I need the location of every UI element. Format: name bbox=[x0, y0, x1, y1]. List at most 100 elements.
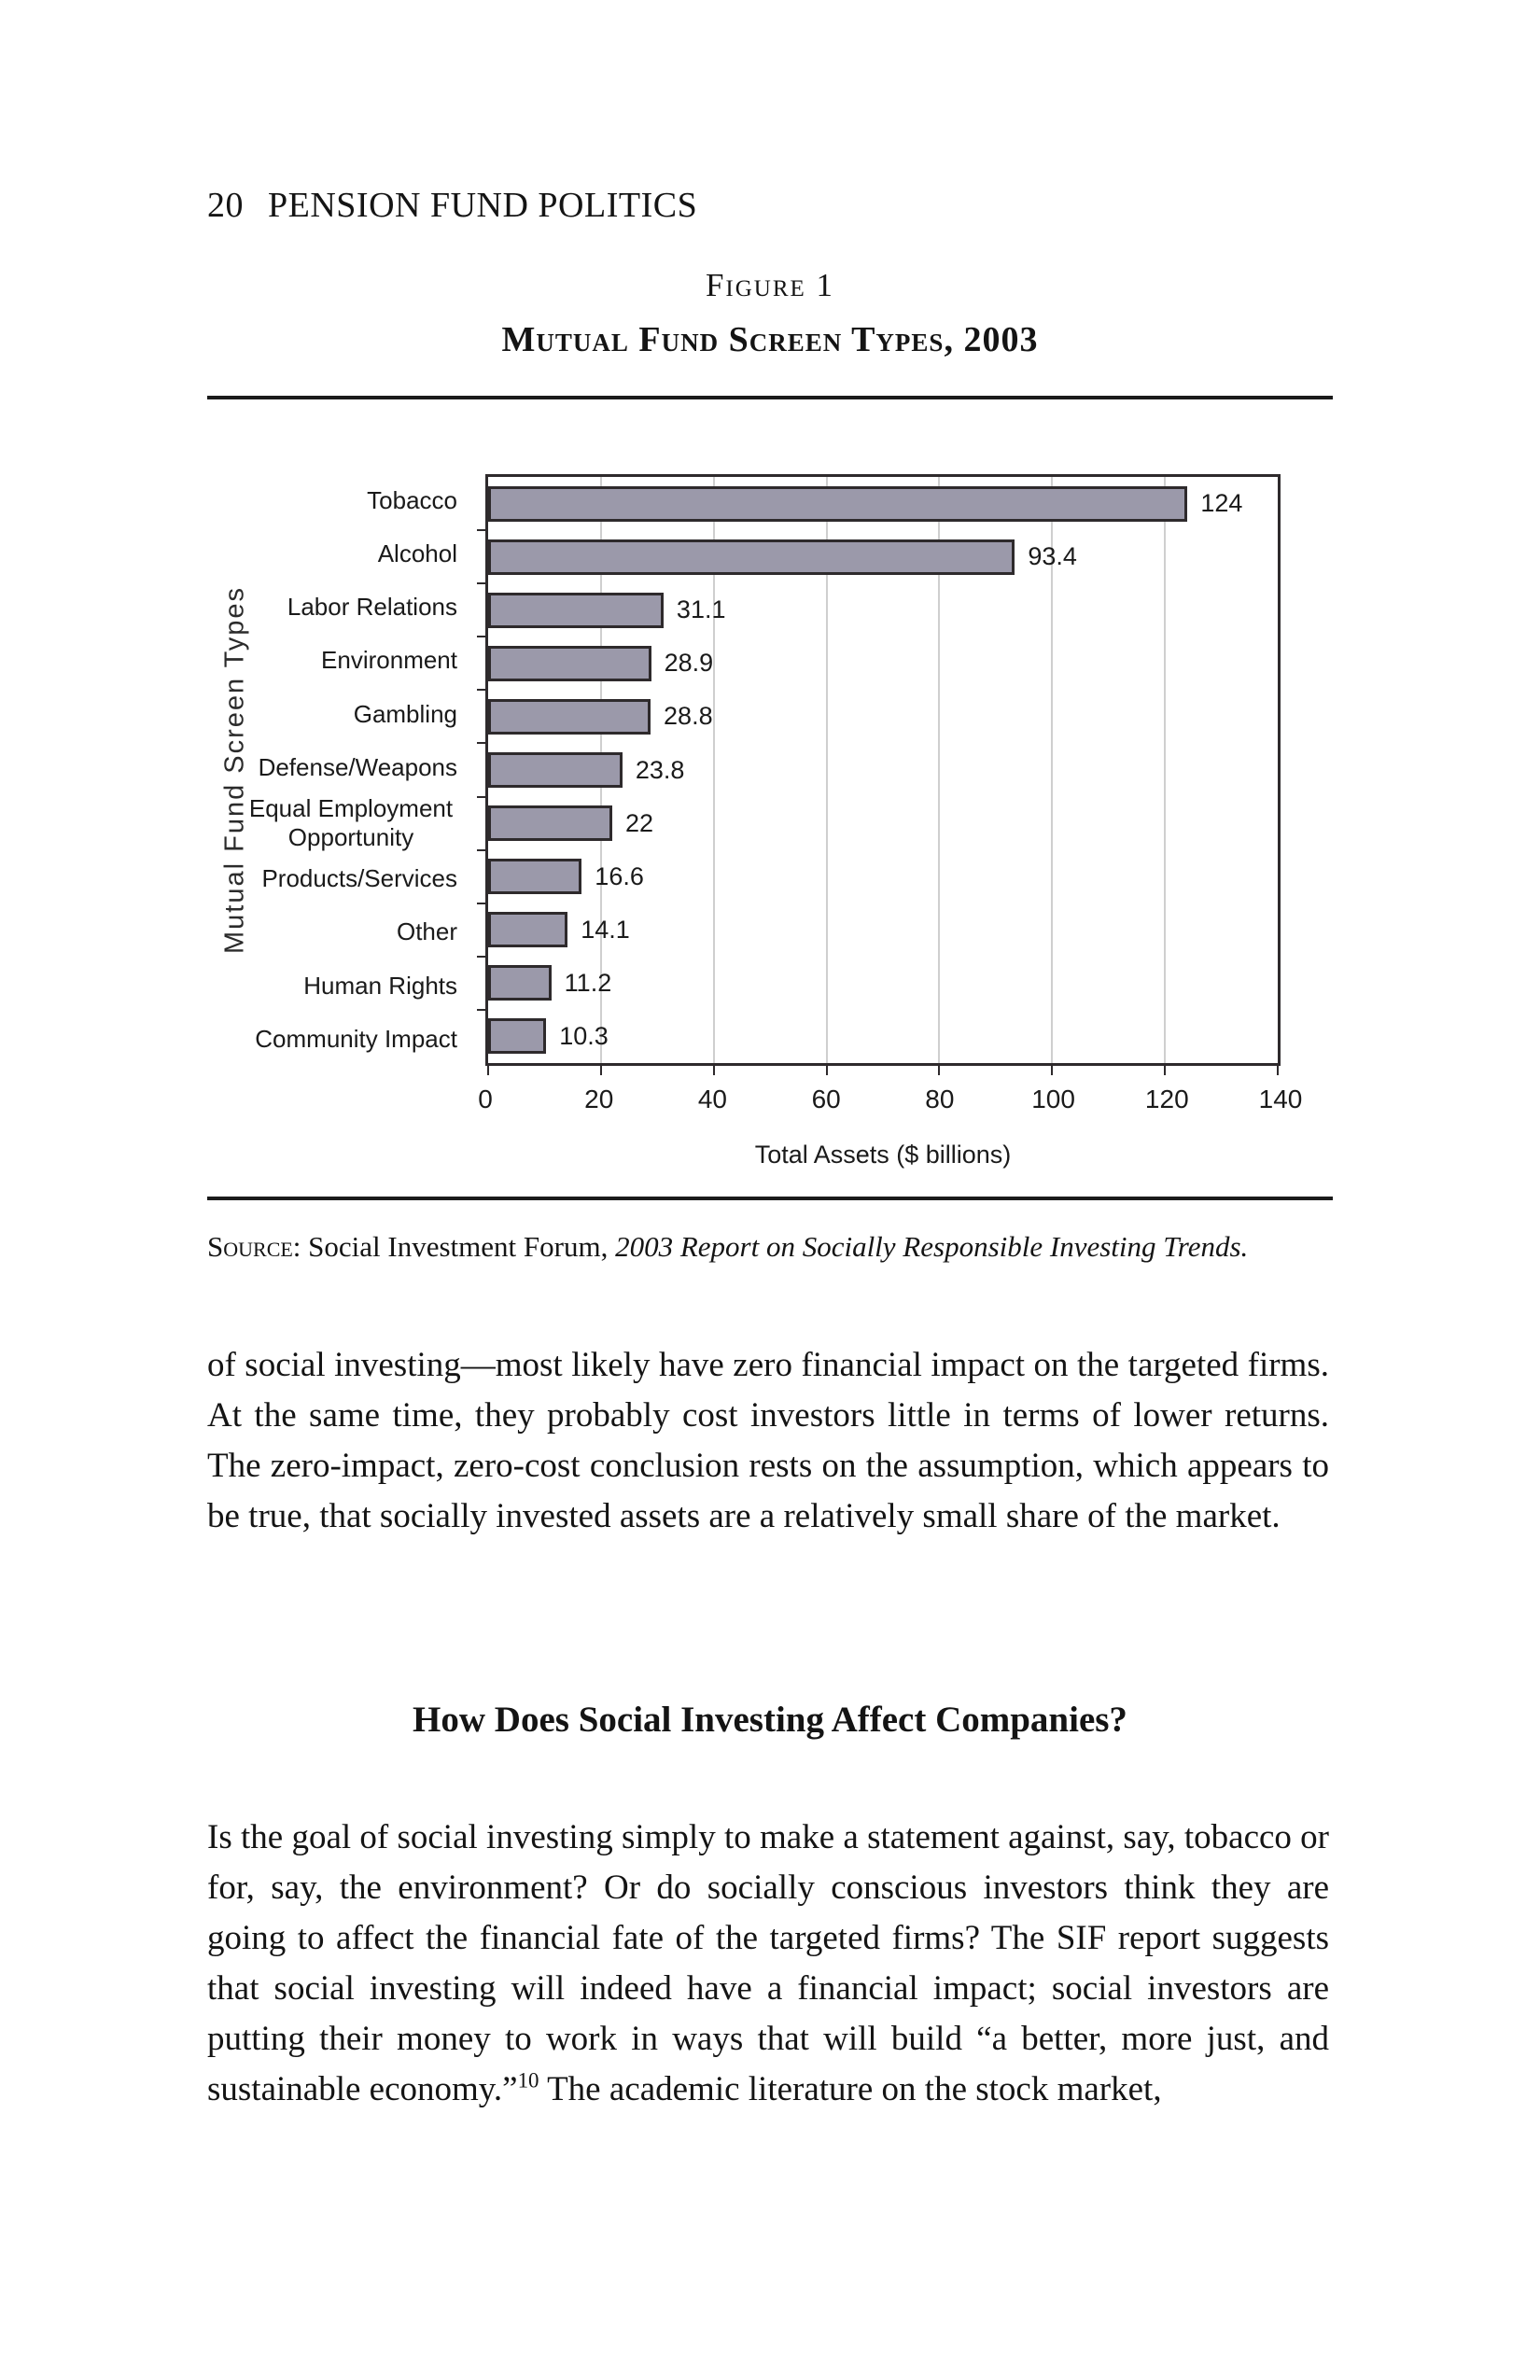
x-axis-tick bbox=[825, 1066, 828, 1075]
y-axis-tick bbox=[477, 529, 485, 532]
category-label-text: Products/Services bbox=[261, 864, 457, 893]
source-citation: 2003 Report on Socially Responsible Inve… bbox=[615, 1230, 1249, 1263]
category-label: Other bbox=[245, 905, 457, 959]
bar bbox=[488, 1018, 547, 1055]
bar-row: 14.1 bbox=[488, 903, 1278, 957]
gridline bbox=[1051, 477, 1054, 1063]
category-label-text: Environment bbox=[321, 646, 457, 675]
x-axis-tick bbox=[599, 1066, 602, 1075]
figure-top-rule bbox=[207, 396, 1333, 399]
gridline bbox=[825, 477, 828, 1063]
chart-x-tick-labels: 0 20 40 60 80 100 120 140 bbox=[478, 1085, 1302, 1122]
figure-label: Figure 1 bbox=[705, 267, 835, 303]
x-tick-label: 60 bbox=[811, 1085, 841, 1113]
category-label: Labor Relations bbox=[245, 581, 457, 634]
bar-value-label: 28.8 bbox=[664, 702, 713, 731]
bar-row: 11.2 bbox=[488, 957, 1278, 1010]
category-label-text: Alcohol bbox=[377, 539, 457, 568]
running-title: PENSION FUND POLITICS bbox=[268, 186, 698, 225]
chart-x-axis-title: Total Assets ($ billions) bbox=[754, 1141, 1012, 1169]
category-label-text: Defense/Weapons bbox=[258, 752, 457, 781]
x-tick-label: 40 bbox=[697, 1085, 727, 1113]
source-line: Source: Social Investment Forum, 2003 Re… bbox=[207, 1230, 1333, 1264]
category-label: Gambling bbox=[245, 688, 457, 741]
bar-value-label: 28.9 bbox=[664, 649, 714, 678]
bar bbox=[488, 805, 612, 842]
y-axis-tick bbox=[477, 902, 485, 904]
bar-value-label: 22 bbox=[624, 808, 653, 837]
bar bbox=[488, 592, 664, 628]
category-label-text: Other bbox=[396, 917, 457, 946]
category-label-text: Gambling bbox=[353, 699, 457, 728]
bar-value-label: 10.3 bbox=[559, 1021, 609, 1050]
bar-row: 16.6 bbox=[488, 850, 1278, 903]
bar bbox=[488, 645, 651, 681]
page-number: 20 bbox=[207, 186, 244, 225]
bar-value-label: 11.2 bbox=[564, 968, 612, 997]
bar-row: 28.9 bbox=[488, 637, 1278, 690]
y-axis-tick bbox=[477, 1008, 485, 1011]
x-tick-label: 0 bbox=[478, 1085, 493, 1113]
section-heading: How Does Social Investing Affect Compani… bbox=[413, 1700, 1127, 1740]
bar-chart: Mutual Fund Screen Types Tobacco Alcohol L… bbox=[207, 467, 1333, 1204]
category-label: Equal Employment Opportunity bbox=[245, 794, 457, 852]
bar bbox=[488, 912, 568, 948]
y-axis-tick bbox=[477, 582, 485, 585]
source-text: Social Investment Forum, bbox=[301, 1230, 616, 1263]
x-tick-label: 100 bbox=[1031, 1085, 1075, 1113]
x-tick-label: 80 bbox=[925, 1085, 955, 1113]
gridline bbox=[1164, 477, 1167, 1063]
bar-value-label: 16.6 bbox=[595, 861, 644, 890]
y-axis-tick bbox=[477, 689, 485, 692]
x-axis-tick bbox=[487, 1066, 489, 1075]
category-label-text: Labor Relations bbox=[287, 593, 457, 622]
x-tick-label: 20 bbox=[584, 1085, 614, 1113]
bar-row: 28.8 bbox=[488, 690, 1278, 743]
y-axis-tick bbox=[477, 636, 485, 638]
figure-bottom-rule bbox=[207, 1197, 1333, 1200]
x-tick-label: 120 bbox=[1144, 1085, 1189, 1113]
bar-row: 10.3 bbox=[488, 1010, 1278, 1063]
category-label-text: Tobacco bbox=[367, 485, 457, 514]
bar-row: 23.8 bbox=[488, 743, 1278, 796]
gridline bbox=[712, 477, 715, 1063]
figure-title: Mutual Fund Screen Types, 2003 bbox=[501, 320, 1039, 359]
y-axis-tick bbox=[477, 848, 485, 851]
bar bbox=[488, 965, 552, 1001]
bar bbox=[488, 485, 1188, 522]
x-axis-tick bbox=[1277, 1066, 1279, 1075]
category-label: Community Impact bbox=[245, 1013, 457, 1066]
gridline bbox=[938, 477, 941, 1063]
bar-row: 93.4 bbox=[488, 530, 1278, 583]
bar bbox=[488, 539, 1015, 575]
x-tick-label: 140 bbox=[1258, 1085, 1303, 1113]
category-label-text: Human Rights bbox=[303, 971, 457, 1000]
y-axis-tick bbox=[477, 742, 485, 745]
body-paragraph-1: of social investing—most likely have zer… bbox=[207, 1346, 1329, 1535]
y-axis-tick bbox=[477, 955, 485, 958]
bar-value-label: 93.4 bbox=[1028, 542, 1077, 571]
bar-row: 31.1 bbox=[488, 583, 1278, 637]
category-label: Human Rights bbox=[245, 959, 457, 1013]
category-label-text: Community Impact bbox=[255, 1024, 457, 1053]
chart-plot: 124 93.4 31.1 28.9 28.8 23.8 22 16.6 14.1 11.2 10.… bbox=[477, 474, 1281, 1075]
bar-value-label: 23.8 bbox=[635, 755, 685, 784]
paragraph-text: The academic literature on the stock mar… bbox=[539, 2070, 1162, 2108]
bar-value-label: 124 bbox=[1200, 489, 1243, 518]
category-label: Alcohol bbox=[245, 527, 457, 581]
category-label: Environment bbox=[245, 634, 457, 687]
category-label-text: Equal Employment Opportunity bbox=[248, 793, 454, 852]
bar-value-label: 31.1 bbox=[676, 595, 726, 624]
bar bbox=[488, 698, 651, 735]
running-head: 20 PENSION FUND POLITICS bbox=[207, 185, 697, 226]
footnote-reference: 10 bbox=[517, 2068, 539, 2093]
category-label: Products/Services bbox=[245, 852, 457, 905]
y-axis-tick bbox=[477, 795, 485, 798]
category-label: Tobacco bbox=[245, 474, 457, 527]
body-paragraph-2: Is the goal of social investing simply t… bbox=[207, 1813, 1329, 2115]
x-axis-tick bbox=[938, 1066, 941, 1075]
x-axis-tick bbox=[1164, 1066, 1167, 1075]
bar-row: 22 bbox=[488, 797, 1278, 850]
category-label: Defense/Weapons bbox=[245, 741, 457, 794]
x-axis-tick bbox=[712, 1066, 715, 1075]
